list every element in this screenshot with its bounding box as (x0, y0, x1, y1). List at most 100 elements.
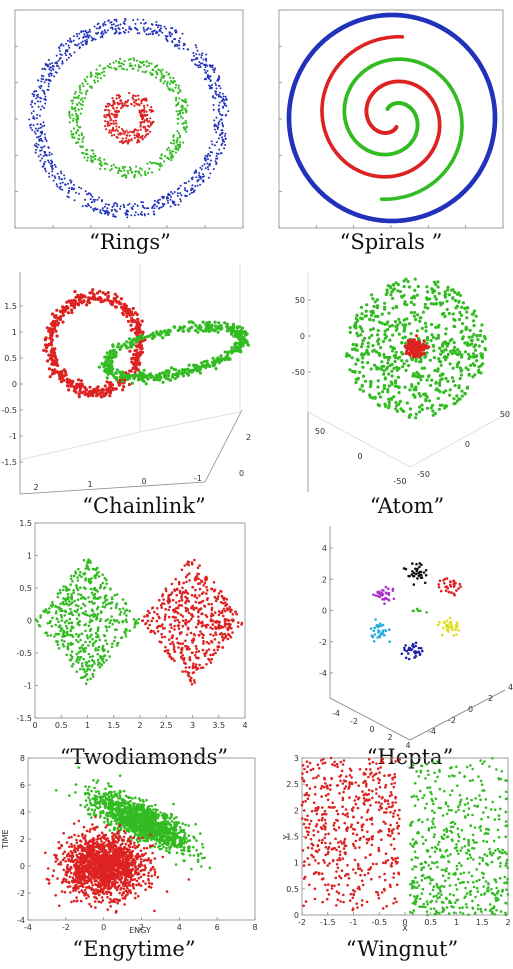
rings-green-point (81, 100, 84, 103)
twodiamonds-green-point (85, 669, 89, 672)
rings-blue-point (206, 74, 209, 77)
atom-red-point (422, 339, 426, 343)
rings-red-point (140, 109, 144, 112)
twodiamonds-plot: 0 0.5 1 1.5 2 2.5 3 3.5 41.510.50-0.5-1-1.5 (16, 519, 247, 730)
atom-green-point (393, 353, 397, 358)
twodiamonds-green-point (72, 662, 75, 666)
rings-red-point (119, 133, 122, 136)
chainlink-green-point (117, 342, 121, 346)
rings-blue-point (199, 175, 202, 178)
atom-caption: “Atom” (369, 494, 445, 518)
rings-red-point (115, 110, 118, 114)
rings-blue-point (102, 32, 105, 35)
chainlink-ztick-label: 2 (246, 433, 251, 442)
rings-blue-point (204, 66, 207, 68)
rings-red-point (112, 107, 115, 110)
rings-blue-point (67, 56, 70, 59)
chainlink-green-point (102, 365, 106, 369)
chainlink-xtick-label: 2 (33, 483, 38, 492)
atom-green-point (413, 288, 417, 292)
rings-green-point (75, 130, 78, 133)
atom-green-point (394, 324, 398, 328)
rings-blue-point (50, 159, 53, 162)
rings-green-point (179, 90, 182, 93)
atom-green-point (464, 366, 468, 370)
rings-red-point (137, 94, 140, 97)
atom-green-point (422, 366, 427, 370)
rings-red-point (137, 138, 140, 141)
rings-blue-point (70, 54, 73, 57)
atom-green-point (372, 304, 376, 309)
rings-blue-point (212, 68, 215, 71)
chainlink-green-point (138, 372, 142, 376)
chainlink-red-point (131, 327, 135, 331)
chainlink-red-point (127, 310, 131, 314)
atom-green-point (443, 404, 447, 408)
rings-blue-point (171, 33, 174, 36)
atom-green-point (460, 305, 464, 309)
rings-green-point (97, 72, 100, 75)
atom-green-point (470, 335, 474, 339)
atom-green-point (344, 354, 349, 358)
rings-blue-point (111, 208, 114, 211)
chainlink-green-point (105, 351, 109, 355)
rings-green-point (170, 159, 173, 162)
chainlink-green-point (187, 320, 191, 324)
rings-blue-point (209, 172, 212, 175)
rings-blue-point (174, 203, 177, 206)
atom-green-point (375, 367, 379, 371)
atom-red-point (405, 349, 409, 353)
atom-green-point (377, 342, 381, 346)
rings-green-point (132, 57, 135, 60)
rings-blue-point (34, 132, 37, 135)
rings-blue-point (223, 99, 226, 102)
rings-blue-point (48, 175, 51, 178)
rings-blue-point (113, 32, 116, 35)
chainlink-red-point (90, 390, 94, 394)
rings-blue-point (60, 53, 63, 56)
atom-green-point (429, 406, 433, 410)
rings-blue-point (72, 183, 75, 186)
rings-blue-point (63, 174, 66, 177)
rings-green-point (165, 82, 169, 85)
rings-blue-point (184, 187, 186, 190)
chainlink-green-point (211, 328, 215, 332)
rings-blue-point (221, 136, 224, 139)
rings-blue-point (40, 85, 43, 88)
rings-red-point (118, 126, 121, 129)
atom-green-point (432, 280, 436, 284)
rings-red-point (104, 120, 107, 123)
chainlink-red-point (73, 303, 77, 307)
rings-green-point (161, 68, 164, 71)
atom-green-point (371, 349, 375, 353)
rings-green-point (175, 141, 178, 144)
rings-blue-point (84, 30, 87, 33)
twodiamonds-xtick-label: 3 (190, 721, 195, 730)
rings-green-point (74, 110, 77, 113)
chainlink-ytick-label: 0.5 (4, 354, 17, 363)
atom-green-point (392, 283, 396, 287)
rings-blue-point (28, 118, 31, 121)
rings-blue-point (195, 176, 198, 179)
atom-green-point (354, 362, 358, 366)
chainlink-red-point (139, 344, 143, 348)
rings-blue-point (184, 189, 187, 192)
chainlink-green-point (133, 373, 137, 377)
rings-green-point (127, 172, 130, 175)
atom-green-point (459, 313, 464, 317)
rings-green-point (120, 169, 123, 173)
rings-blue-point (87, 203, 89, 205)
rings-green-point (177, 87, 180, 90)
chainlink-green-point (216, 330, 220, 334)
rings-blue-point (205, 53, 208, 56)
rings-red-point (110, 129, 113, 132)
chainlink-green-point (187, 329, 191, 333)
chainlink-green-point (219, 358, 224, 362)
chainlink-red-point (135, 344, 139, 348)
rings-blue-point (56, 62, 58, 65)
atom-green-point (460, 368, 464, 372)
rings-blue-point (157, 201, 160, 204)
chainlink-green-point (176, 328, 180, 332)
chainlink-green-point (200, 361, 204, 365)
rings-green-point (120, 62, 124, 65)
